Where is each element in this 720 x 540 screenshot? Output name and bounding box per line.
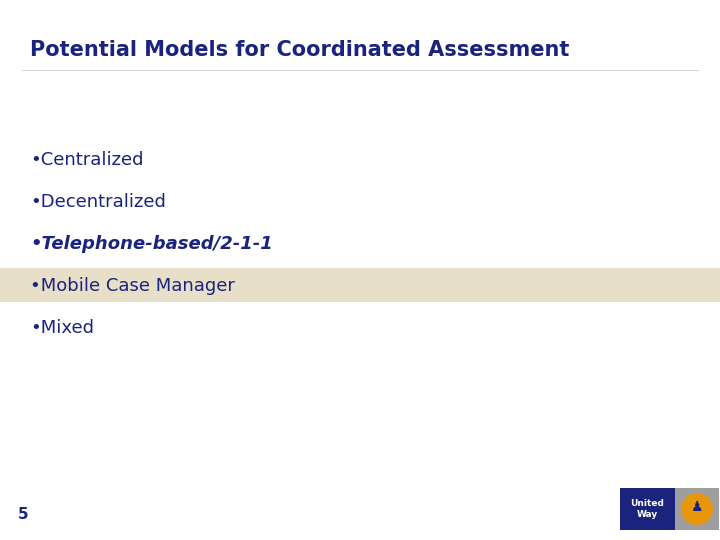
FancyBboxPatch shape	[0, 268, 720, 302]
Text: •Telephone-based/2-1-1: •Telephone-based/2-1-1	[30, 235, 273, 253]
FancyBboxPatch shape	[675, 488, 719, 530]
Text: 5: 5	[18, 507, 29, 522]
Text: Potential Models for Coordinated Assessment: Potential Models for Coordinated Assessm…	[30, 40, 570, 60]
Text: •Mixed: •Mixed	[30, 319, 94, 337]
FancyBboxPatch shape	[620, 488, 675, 530]
Text: •Centralized: •Centralized	[30, 151, 143, 169]
Circle shape	[681, 493, 713, 525]
Text: •Mobile Case Manager: •Mobile Case Manager	[30, 277, 235, 295]
Text: United
Way: United Way	[631, 499, 665, 519]
Text: •Decentralized: •Decentralized	[30, 193, 166, 211]
Text: ♟: ♟	[690, 500, 703, 514]
